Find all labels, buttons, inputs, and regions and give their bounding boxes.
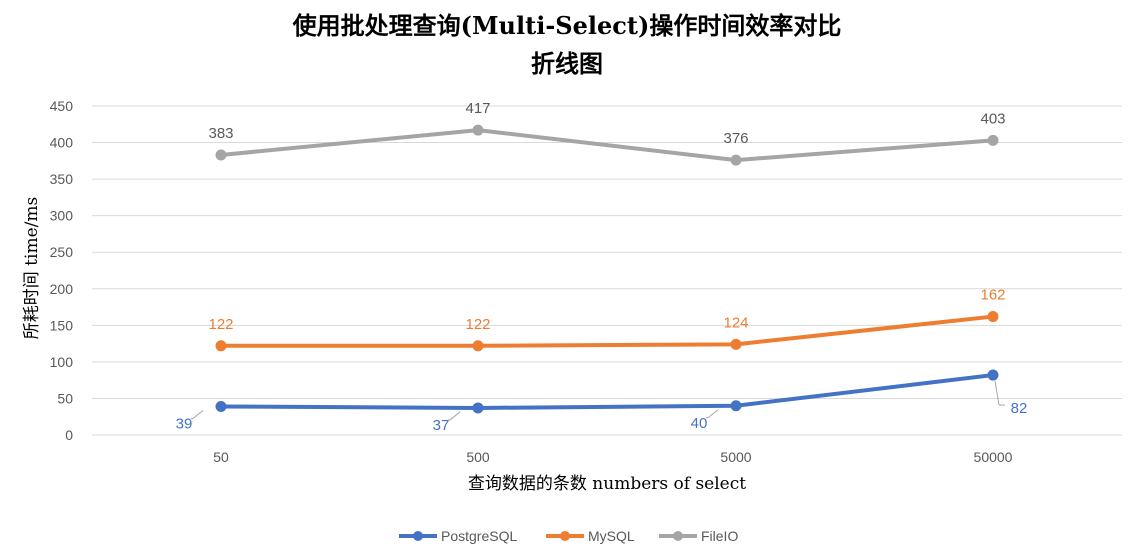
x-tick-label: 5000 (720, 449, 751, 465)
data-point (730, 338, 742, 350)
y-axis-ticks: 0 50 100 150 200 250 300 350 400 450 (50, 98, 74, 443)
data-labels: 39 37 40 82 122 122 124 162 383 417 376 403 (176, 100, 1028, 434)
y-tick-label: 400 (50, 135, 74, 151)
leader-line (707, 409, 719, 419)
data-label: 122 (208, 316, 233, 333)
data-point (987, 311, 999, 323)
legend-label: PostgreSQL (441, 528, 517, 544)
data-point (987, 369, 999, 381)
data-point (730, 400, 742, 412)
y-axis-title: 所耗时间 time/ms (22, 197, 42, 339)
data-label: 383 (208, 125, 233, 142)
x-axis-ticks: 50 500 5000 50000 (213, 449, 1012, 465)
gridlines (92, 105, 1122, 436)
y-tick-label: 250 (50, 244, 74, 260)
data-label: 417 (465, 100, 490, 117)
y-tick-label: 50 (57, 390, 73, 406)
legend-marker (560, 531, 570, 541)
data-label: 376 (723, 130, 748, 147)
x-tick-label: 50 (213, 449, 229, 465)
data-label: 403 (980, 110, 1005, 127)
series-line-mysql (219, 314, 995, 348)
data-point (472, 402, 484, 414)
data-label: 162 (980, 287, 1005, 304)
data-label: 124 (723, 314, 748, 331)
legend-marker (413, 531, 423, 541)
leader-line (192, 410, 204, 419)
data-label: 82 (1011, 400, 1028, 417)
data-point (987, 134, 999, 146)
data-label: 40 (691, 415, 708, 432)
data-point (215, 400, 227, 412)
legend-marker (673, 531, 683, 541)
leader-line (994, 380, 1000, 406)
data-point (215, 340, 227, 352)
data-label: 37 (433, 417, 450, 434)
y-tick-label: 150 (50, 317, 74, 333)
chart-title: 使用批处理查询(Multi-Select)操作时间效率对比 (292, 11, 842, 40)
y-tick-label: 450 (50, 98, 74, 114)
data-label: 39 (176, 415, 193, 432)
data-point (472, 340, 484, 352)
y-tick-label: 350 (50, 171, 74, 187)
data-point (472, 124, 484, 136)
y-tick-label: 0 (65, 427, 73, 443)
legend: PostgreSQL MySQL FileIO (399, 528, 738, 544)
x-axis-title: 查询数据的条数 numbers of select (468, 474, 746, 494)
series-line-postgresql (219, 373, 995, 410)
data-point (730, 154, 742, 166)
legend-label: MySQL (588, 528, 635, 544)
data-label: 122 (465, 316, 490, 333)
y-tick-label: 300 (50, 208, 74, 224)
y-tick-label: 200 (50, 281, 74, 297)
leader-line (449, 411, 461, 421)
series-line-fileio (219, 128, 995, 163)
x-tick-label: 500 (466, 449, 490, 465)
legend-label: FileIO (701, 528, 738, 544)
chart-subtitle: 折线图 (531, 49, 603, 78)
series-lines (215, 124, 999, 414)
y-tick-label: 100 (50, 354, 74, 370)
data-point (215, 149, 227, 161)
x-tick-label: 50000 (974, 449, 1013, 465)
